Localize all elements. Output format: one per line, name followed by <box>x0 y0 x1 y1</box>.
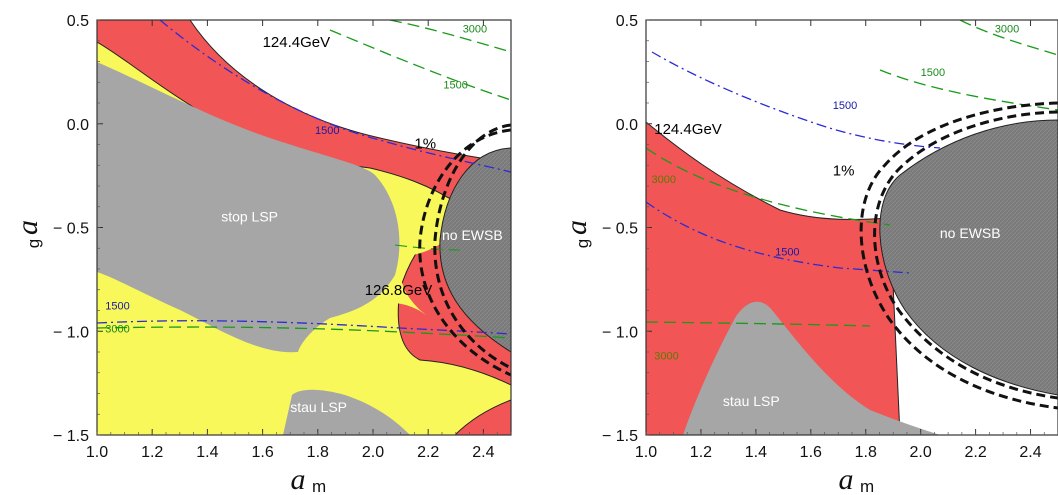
left-axes: 1.0 1.2 1.4 1.6 1.8 2.0 2.2 2.4 0.5 0.0 − 0.5 − 1.0… <box>11 13 512 495</box>
right-annotation-label: no EWSB <box>940 225 1001 241</box>
left-annotation-label: 124.4GeV <box>263 34 331 51</box>
left-no-ewsb-region <box>439 147 511 353</box>
left-y-axis-label: a <box>11 220 44 235</box>
left-x-tick-label: 2.2 <box>417 444 439 461</box>
right-y-tick-label: 0.0 <box>616 117 638 134</box>
left-y-tick-label: − 0.5 <box>53 221 89 238</box>
left-y-tick-label: 0.5 <box>67 13 89 30</box>
left-blue-1500-lower-contour <box>97 320 511 335</box>
left-annotation-label: 1500 <box>105 300 129 312</box>
right-no-ewsb-region <box>879 119 1058 396</box>
right-green-3000-mid-contour <box>646 147 891 226</box>
left-y-tick-label: − 1.0 <box>53 324 89 341</box>
left-annotation-label: 1% <box>414 136 436 153</box>
right-green-3000-upper-contour <box>959 20 1058 56</box>
right-y-axis-label: a <box>560 220 593 235</box>
left-annotations: 124.4GeV 1500 3000 1500 1% stop LSP no EWSB 126… <box>105 23 502 415</box>
left-x-tick-label: 2.4 <box>472 444 494 461</box>
right-y-tick-label: − 1.5 <box>602 428 638 445</box>
right-annotation-label: 1500 <box>921 67 945 79</box>
right-annotation-label: 1% <box>833 163 855 180</box>
left-plot-area <box>97 20 511 435</box>
right-x-axis-label-sub: m <box>860 477 874 495</box>
right-blue-1500-upper-contour <box>651 51 941 149</box>
left-panel: 1.0 1.2 1.4 1.6 1.8 2.0 2.2 2.4 0.5 0.0 − 0.5 − 1.0… <box>11 13 512 495</box>
left-one-percent-contour-inner <box>433 123 511 370</box>
left-x-tick-label: 1.8 <box>307 444 329 461</box>
left-annotation-label: 3000 <box>105 323 129 335</box>
left-x-tick-label: 1.6 <box>251 444 273 461</box>
right-annotation-label: 124.4GeV <box>654 121 722 138</box>
left-green-contour-mid <box>394 244 461 251</box>
right-x-tick-label: 2.2 <box>964 444 986 461</box>
right-annotation-label: 3000 <box>651 174 675 186</box>
right-one-percent-contour-inner <box>873 110 1058 400</box>
right-white-corner <box>994 385 1058 435</box>
right-stau-lsp-region <box>683 301 940 435</box>
right-y-axis-label-sub: g <box>573 239 592 248</box>
left-yellow-inner-region-2 <box>380 272 430 318</box>
left-x-tick-label: 2.0 <box>362 444 384 461</box>
left-annotation-label: 1500 <box>443 79 467 91</box>
right-x-tick-label: 1.0 <box>635 444 657 461</box>
left-green-1500-upper-contour <box>329 29 511 101</box>
right-y-tick-label: − 1.0 <box>602 324 638 341</box>
right-x-tick-label: 1.6 <box>800 444 822 461</box>
left-stop-lsp-region <box>97 62 400 353</box>
left-x-axis-label: a <box>291 463 306 495</box>
left-green-3000-upper-contour <box>389 20 511 53</box>
right-green-1500-upper-contour <box>879 69 1058 111</box>
left-x-tick-label: 1.2 <box>141 444 163 461</box>
left-annotation-label: 3000 <box>463 23 487 35</box>
right-x-tick-label: 1.2 <box>690 444 712 461</box>
right-green-3000-lower-contour <box>646 321 871 327</box>
left-annotation-label: stop LSP <box>221 208 278 224</box>
left-x-tick-label: 1.0 <box>86 444 108 461</box>
left-y-axis-label-sub: g <box>24 239 43 248</box>
left-y-tick-label: − 1.5 <box>53 428 89 445</box>
left-x-axis-label-sub: m <box>312 477 326 495</box>
right-annotation-label: 3000 <box>654 350 678 362</box>
left-x-tick-label: 1.4 <box>196 444 218 461</box>
left-y-tick-label: 0.0 <box>67 117 89 134</box>
left-annotation-label: stau LSP <box>290 399 347 415</box>
right-x-tick-label: 2.0 <box>910 444 932 461</box>
right-annotation-label: stau LSP <box>723 393 780 409</box>
right-y-tick-label: 0.5 <box>616 13 638 30</box>
right-plot-area <box>646 20 1058 435</box>
right-annotation-label: 1500 <box>833 100 857 112</box>
right-annotation-label: 3000 <box>995 23 1019 35</box>
right-one-percent-contour-outer <box>859 101 1058 410</box>
right-x-tick-label: 1.4 <box>745 444 767 461</box>
left-annotation-label: no EWSB <box>442 227 503 243</box>
right-y-tick-label: − 0.5 <box>602 221 638 238</box>
left-stau-lsp-region <box>283 389 410 435</box>
left-annotation-label: 1500 <box>315 125 339 137</box>
right-panel: 1.0 1.2 1.4 1.6 1.8 2.0 2.2 2.4 0.5 0.0 − 0.5 − 1.0… <box>560 13 1058 495</box>
right-blue-1500-mid-contour <box>646 201 911 274</box>
right-x-axis-label: a <box>839 463 854 495</box>
left-one-percent-contour <box>418 128 511 377</box>
right-x-tick-label: 1.8 <box>855 444 877 461</box>
right-annotation-label: 1500 <box>775 247 799 259</box>
left-white-upper-region <box>190 20 511 162</box>
right-annotations: 3000 1500 1500 124.4GeV 1% 3000 no EWSB 1500 300… <box>651 23 1019 409</box>
right-x-tick-label: 2.4 <box>1019 444 1041 461</box>
left-annotation-label: 126.8GeV <box>365 282 433 299</box>
right-axes: 1.0 1.2 1.4 1.6 1.8 2.0 2.2 2.4 0.5 0.0 − 0.5 − 1.0… <box>560 13 1058 495</box>
